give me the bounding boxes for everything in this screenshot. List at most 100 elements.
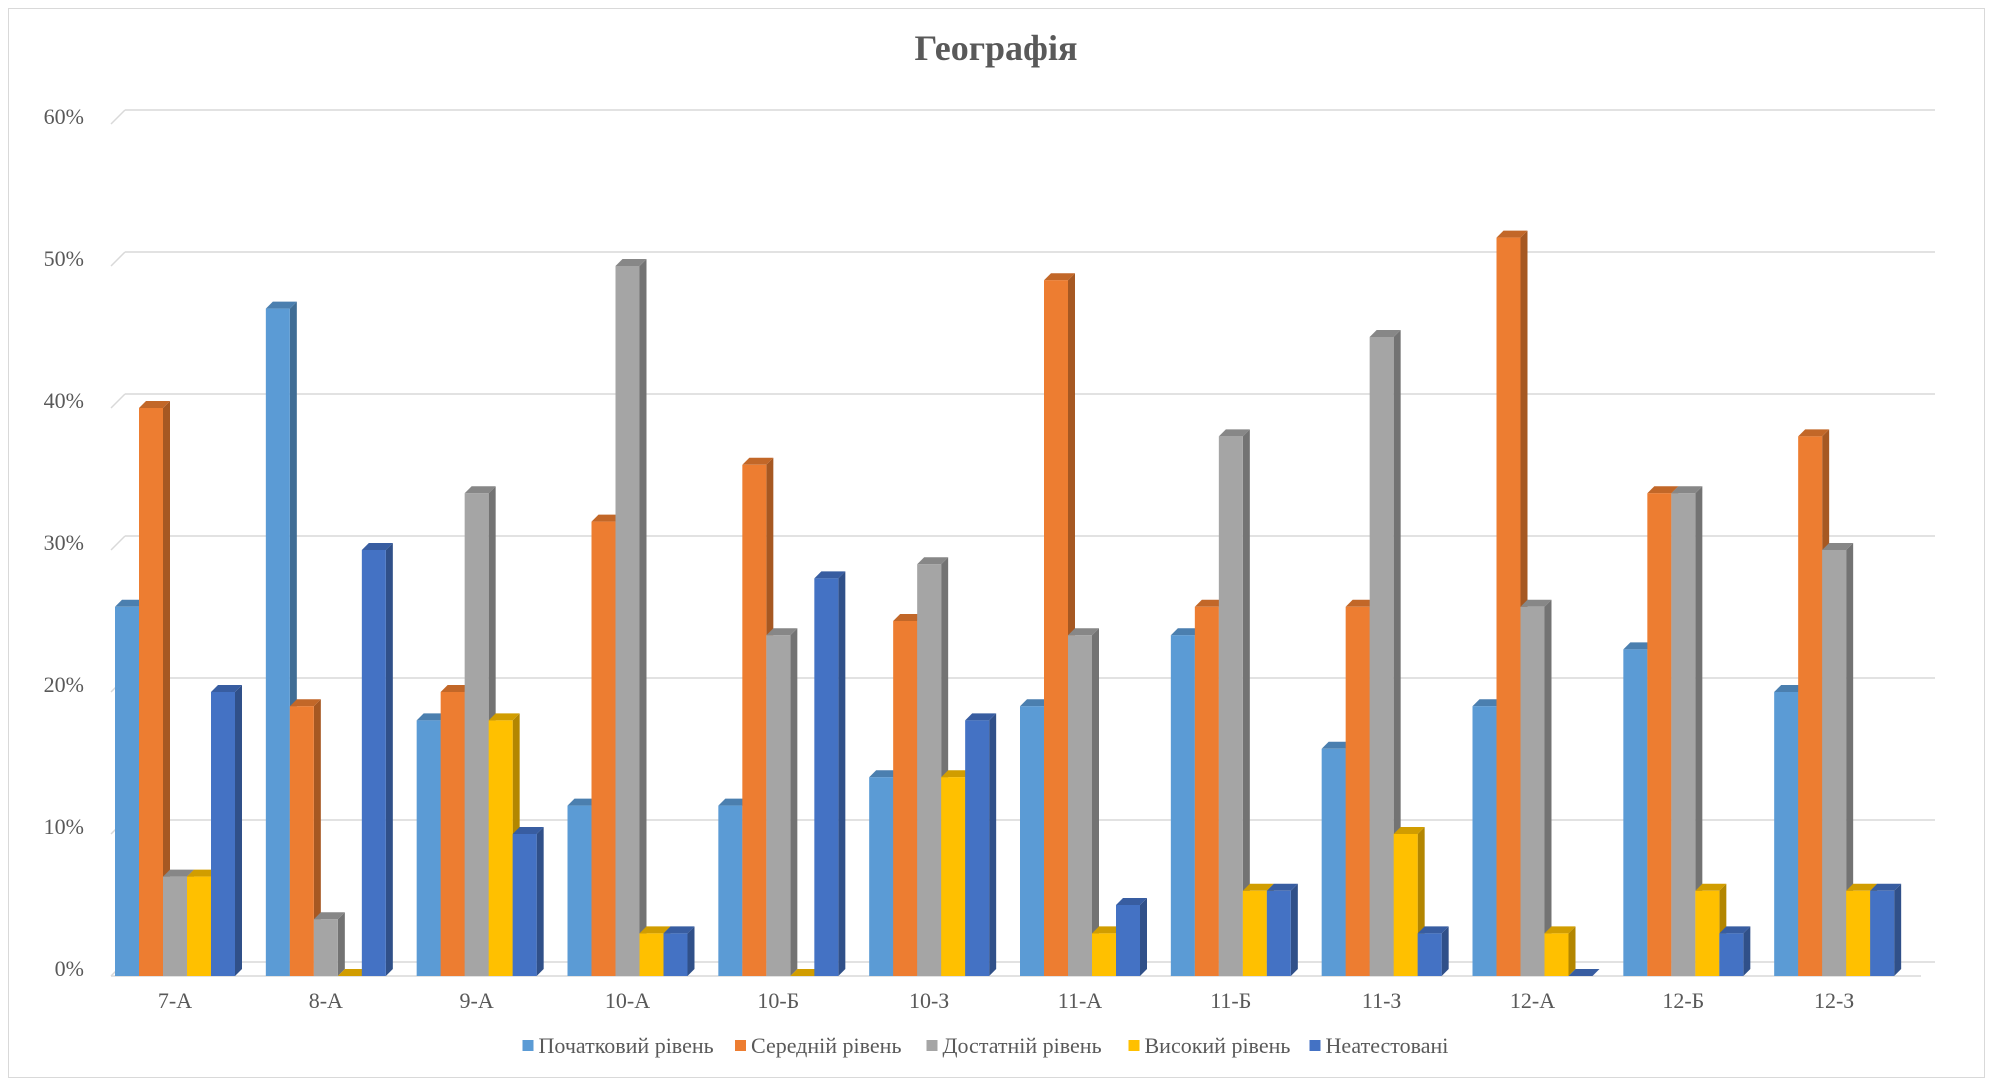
- x-tick-label: 10-А: [605, 988, 650, 1013]
- bar-side: [639, 259, 647, 976]
- x-tick-label: 12-Б: [1662, 988, 1704, 1013]
- bar-top: [1345, 599, 1377, 607]
- bar-top: [591, 514, 623, 522]
- gridline-diag: [110, 109, 126, 125]
- bar-front: [1242, 890, 1267, 976]
- bar-top: [115, 599, 146, 607]
- bar-front: [1044, 280, 1068, 976]
- bar: [1068, 628, 1099, 976]
- bar-top: [893, 614, 925, 621]
- x-tick-label: 12-А: [1510, 988, 1555, 1013]
- gridline-diag: [110, 393, 126, 409]
- bar-side: [1846, 543, 1854, 976]
- bar-top: [663, 926, 695, 934]
- bar-front: [893, 621, 918, 976]
- bar: [1719, 926, 1751, 976]
- bar-front: [1647, 493, 1672, 976]
- bar-front: [488, 720, 513, 976]
- bar-front: [567, 805, 592, 976]
- bar-front: [1194, 606, 1219, 976]
- bar-front: [1846, 890, 1871, 976]
- bar-top: [512, 827, 544, 834]
- bar-top: [1170, 628, 1202, 636]
- bar-top: [1496, 230, 1528, 238]
- bar-top: [941, 770, 973, 778]
- bar-front: [1116, 905, 1140, 976]
- legend-item: Достатній рівень: [926, 1033, 1102, 1058]
- bar-top: [187, 869, 218, 877]
- bar-front: [187, 876, 211, 976]
- bar-side: [1290, 883, 1298, 976]
- bar-top: [361, 543, 393, 550]
- bar: [1544, 926, 1576, 976]
- bar-top: [1044, 273, 1075, 281]
- bar-front: [1218, 436, 1243, 976]
- legend-label: Початковий рівень: [539, 1033, 714, 1058]
- gridline-diag: [110, 535, 126, 551]
- bar-front: [1393, 834, 1418, 976]
- bar-top: [1321, 741, 1353, 749]
- legend-label: Високий рівень: [1145, 1033, 1291, 1058]
- bar-series: [115, 230, 1902, 977]
- bar-front: [639, 933, 664, 976]
- bar-top: [265, 301, 297, 309]
- bar-side: [687, 926, 695, 976]
- bar-side: [1092, 628, 1099, 976]
- x-tick-label: 10-Б: [757, 988, 799, 1013]
- bar: [1568, 969, 1600, 976]
- bar: [1218, 429, 1250, 976]
- bar-front: [1798, 436, 1823, 976]
- legend-swatch: [1309, 1040, 1321, 1051]
- bar-front: [965, 720, 990, 976]
- y-tick-label: 20%: [44, 672, 84, 697]
- bar-top: [337, 969, 369, 976]
- bar-front: [265, 308, 290, 977]
- bar-top: [1472, 699, 1504, 707]
- bar-top: [766, 628, 798, 636]
- x-tick-label: 10-З: [909, 988, 949, 1013]
- bar-front: [742, 464, 767, 976]
- bar-top: [965, 713, 997, 721]
- legend-item: Неатестовані: [1309, 1033, 1448, 1058]
- x-tick-label: 11-Б: [1210, 988, 1251, 1013]
- bar-front: [1774, 692, 1799, 976]
- x-axis: 7-А 8-А 9-А 10-А 10-Б 10-З 11-А 11-Б 11-З 12-А 12-…: [158, 988, 1854, 1013]
- bar-top: [211, 685, 242, 692]
- bar-front: [1671, 493, 1696, 976]
- bar-top: [1194, 599, 1226, 607]
- bar-side: [385, 543, 393, 976]
- bar-side: [163, 401, 170, 976]
- bar-front: [718, 805, 743, 976]
- bar-front: [440, 692, 465, 976]
- bar-top: [1695, 883, 1727, 891]
- x-tick-label: 11-А: [1058, 988, 1103, 1013]
- bar-front: [1695, 890, 1720, 976]
- bar-top: [1544, 926, 1576, 934]
- bar-front: [615, 266, 640, 976]
- bar-top: [742, 457, 774, 465]
- legend-item: Високий рівень: [1128, 1033, 1291, 1058]
- bar-top: [1068, 628, 1099, 636]
- bar-top: [1647, 486, 1679, 494]
- bar: [1822, 543, 1854, 976]
- bar-front: [115, 606, 139, 976]
- bar-top: [567, 798, 599, 806]
- bar-top: [139, 401, 170, 408]
- bar-front: [1266, 890, 1291, 976]
- bar-front: [1417, 933, 1442, 976]
- bar-side: [1544, 599, 1552, 976]
- y-tick-label: 30%: [44, 530, 84, 555]
- bar: [1870, 883, 1902, 976]
- legend-item: Середній рівень: [735, 1033, 901, 1058]
- bar-top: [1774, 685, 1806, 692]
- bar-side: [337, 912, 345, 976]
- bar-front: [416, 720, 441, 976]
- bar-top: [1870, 883, 1902, 891]
- bar-top: [718, 798, 750, 806]
- bar-front: [1321, 748, 1346, 976]
- bar-top: [1092, 926, 1123, 934]
- bar-side: [1441, 926, 1449, 976]
- bar: [1417, 926, 1449, 976]
- bar: [361, 543, 393, 976]
- bar-front: [1345, 606, 1370, 976]
